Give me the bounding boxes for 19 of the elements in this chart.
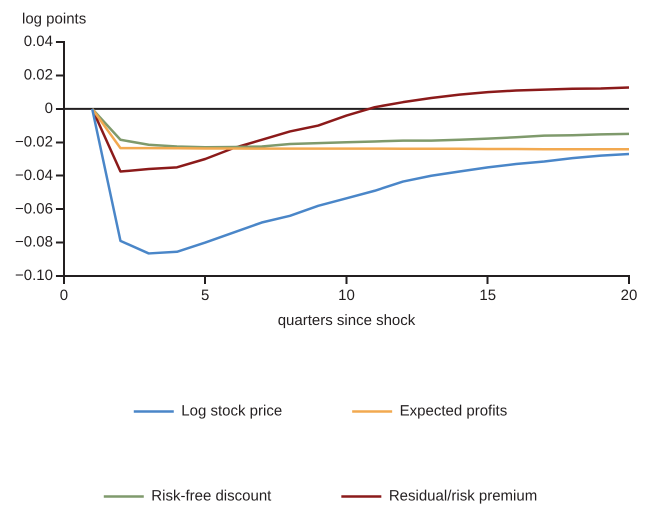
legend-label: Log stock price: [181, 402, 282, 420]
x-tick-label: 10: [338, 287, 355, 304]
y-tick-label: 0: [44, 100, 53, 117]
y-tick-label: −0.02: [14, 133, 53, 150]
x-tick-label: 15: [479, 287, 496, 304]
legend-label: Risk-free discount: [151, 488, 272, 505]
y-tick-label: 0.04: [24, 33, 53, 50]
y-tick-label: −0.10: [14, 267, 53, 284]
x-tick-label: 5: [201, 287, 210, 304]
y-axis-title: log points: [22, 10, 86, 28]
y-tick-label: −0.04: [14, 166, 53, 184]
y-tick-label: −0.06: [14, 200, 53, 218]
y-tick-label: 0.02: [24, 66, 53, 84]
x-tick-label: 20: [620, 287, 638, 304]
legend-label: Residual/risk premium: [388, 488, 538, 505]
legend-label: Expected profits: [400, 402, 508, 420]
x-tick-label: 0: [60, 287, 68, 304]
y-tick-label: −0.08: [14, 234, 53, 251]
x-axis-title: quarters since shock: [278, 312, 416, 330]
